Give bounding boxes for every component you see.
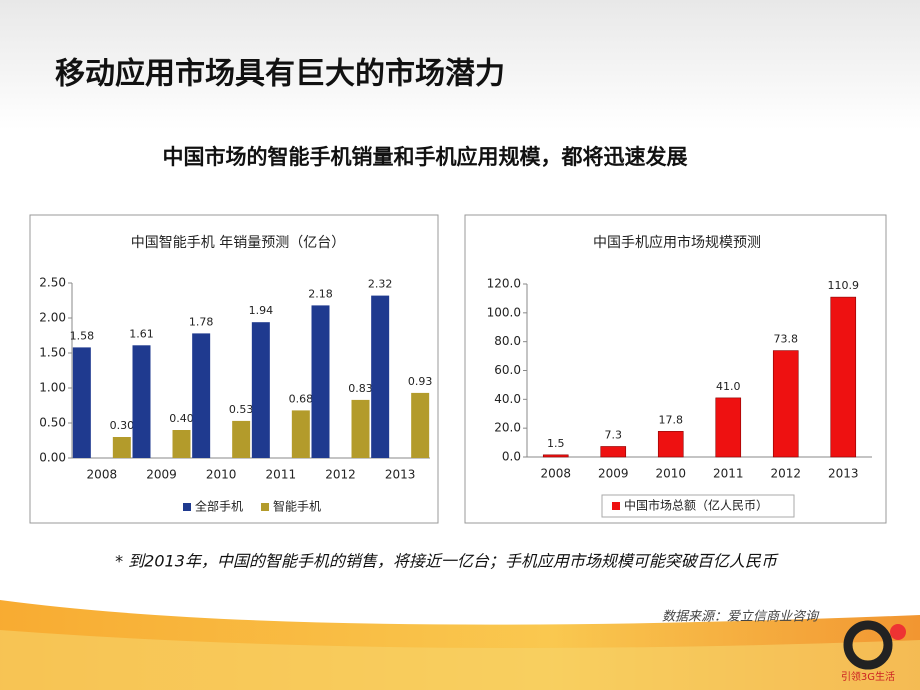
chart-frame [464,214,887,524]
x-tick-label: 2011 [713,467,744,481]
bar [371,295,390,458]
bar [232,420,251,458]
bar [172,430,191,458]
x-tick-label: 2013 [828,467,859,481]
data-label: 0.30 [110,419,135,432]
bar [411,392,430,458]
legend-label: 智能手机 [273,499,321,514]
x-tick-label: 2013 [385,468,416,482]
logo-dot [890,624,906,640]
legend-label: 中国市场总额（亿人民币） [624,498,768,513]
data-label: 0.83 [348,382,373,395]
bar [251,322,270,458]
legend-frame [601,494,795,518]
data-label: 110.9 [828,279,860,292]
data-label: 1.61 [129,327,154,340]
y-tick-label: 20.0 [494,421,521,435]
bottom-band-2 [0,630,920,690]
slide-subtitle: 中国市场的智能手机销量和手机应用规模，都将迅速发展 [163,145,688,169]
bar [830,296,857,458]
y-tick-label: 0.00 [39,451,66,465]
bar [132,345,151,458]
data-label: 7.3 [605,428,623,441]
chart-title: 中国智能手机 年销量预测（亿台） [131,235,345,251]
x-tick-label: 2011 [266,468,297,482]
y-tick-label: 0.0 [502,450,521,464]
legend-swatch [612,502,620,510]
x-tick-label: 2010 [206,468,237,482]
source: 数据来源：爱立信商业咨询 [662,610,820,625]
data-label: 1.5 [547,437,565,450]
x-tick-label: 2012 [325,468,356,482]
data-label: 73.8 [774,333,799,346]
y-tick-label: 80.0 [494,334,521,348]
footnote: * 到2013年，中国的智能手机的销售，将接近一亿台；手机应用市场规模可能突破百… [115,552,779,571]
slide-title: 移动应用市场具有巨大的市场潜力 [55,57,505,92]
chart-title: 中国手机应用市场规模预测 [593,234,761,251]
y-tick-label: 60.0 [494,363,521,377]
x-tick-label: 2009 [598,467,629,481]
data-label: 1.78 [189,315,214,328]
y-tick-label: 100.0 [487,305,521,319]
legend-swatch [183,503,191,511]
y-tick-label: 1.50 [39,346,66,360]
y-tick-label: 1.00 [39,381,66,395]
bar [657,431,684,458]
legend-label: 全部手机 [195,499,243,514]
top-band [0,0,920,130]
data-label: 2.18 [308,287,333,300]
x-tick-label: 2009 [146,468,177,482]
bar [715,397,742,458]
bar [112,437,131,458]
data-label: 0.68 [289,392,314,405]
logo-text: 引领3G生活 [841,670,895,683]
bar [351,399,370,458]
data-label: 17.8 [659,413,684,426]
y-tick-label: 2.00 [39,311,66,325]
x-tick-label: 2012 [770,467,801,481]
data-label: 41.0 [716,380,741,393]
logo-ring [843,620,893,670]
data-label: 0.40 [169,412,194,425]
x-tick-label: 2008 [87,468,118,482]
y-tick-label: 2.50 [39,276,66,290]
y-tick-label: 40.0 [494,392,521,406]
bar [542,454,569,458]
bar [192,333,211,458]
data-label: 0.93 [408,375,433,388]
bar [72,347,91,458]
bar [772,350,799,458]
bar [291,410,310,458]
legend-swatch [261,503,270,511]
data-label: 1.58 [70,329,95,342]
bar [311,305,330,458]
x-tick-label: 2010 [655,467,686,481]
x-tick-label: 2008 [540,467,571,481]
data-label: 2.32 [368,278,393,291]
chart-frame [29,214,439,524]
data-label: 0.53 [229,403,254,416]
y-tick-label: 0.50 [39,416,66,430]
data-label: 1.94 [249,304,274,317]
bar [600,446,627,458]
y-tick-label: 120.0 [487,277,521,291]
